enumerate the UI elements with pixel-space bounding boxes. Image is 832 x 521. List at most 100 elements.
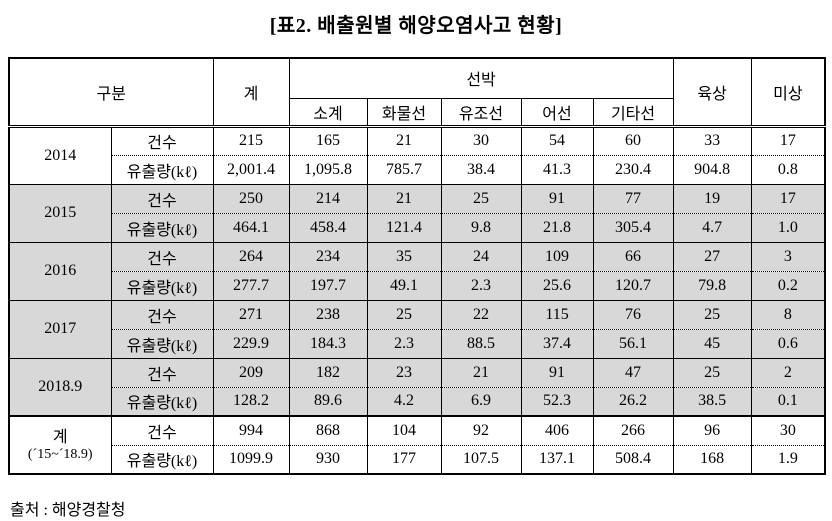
cases-value: 47 <box>592 357 674 388</box>
cases-value: 17 <box>750 125 826 156</box>
year-cell: 계 (´15~´18.9) <box>8 415 112 475</box>
cases-value: 8 <box>750 299 826 330</box>
cases-value: 868 <box>288 415 368 446</box>
spill-value: 0.6 <box>750 328 826 359</box>
spill-value: 9.8 <box>440 212 522 243</box>
cases-value: 91 <box>520 183 594 214</box>
spill-value: 2,001.4 <box>212 154 290 185</box>
spill-value: 168 <box>672 444 752 475</box>
metric-label-cases: 건수 <box>110 357 214 388</box>
cases-value: 115 <box>520 299 594 330</box>
year-spill-row: 유출량(kℓ) 128.2 89.6 4.2 6.9 52.3 26.2 38.5 0.1 <box>9 386 826 417</box>
year-cases-row: 2017 건수 271 238 25 22 115 76 25 8 <box>8 299 826 359</box>
spill-value: 1,095.8 <box>288 154 368 185</box>
spill-value: 56.1 <box>592 328 674 359</box>
spill-value: 45 <box>672 328 752 359</box>
year-range-label: (´15~´18.9) <box>27 446 93 462</box>
cases-value: 19 <box>672 183 752 214</box>
spill-value: 184.3 <box>288 328 368 359</box>
spill-value: 6.9 <box>440 386 522 417</box>
spill-value: 49.1 <box>366 270 442 301</box>
spill-value: 1099.9 <box>212 444 290 475</box>
cases-value: 30 <box>750 415 826 446</box>
year-label: 2016 <box>44 262 77 279</box>
cases-value: 182 <box>288 357 368 388</box>
cases-value: 3 <box>750 241 826 272</box>
year-cases-row: 2015 건수 250 214 21 25 91 77 19 17 <box>8 183 826 243</box>
cases-value: 25 <box>440 183 522 214</box>
cases-value: 25 <box>672 357 752 388</box>
year-cell: 2018.9 <box>8 357 112 417</box>
spill-value: 1.9 <box>750 444 826 475</box>
spill-value: 4.2 <box>366 386 442 417</box>
header-ship-subtype: 어선 <box>520 97 594 128</box>
spill-value: 508.4 <box>592 444 674 475</box>
cases-value: 238 <box>288 299 368 330</box>
spill-value: 1.0 <box>750 212 826 243</box>
spill-value: 230.4 <box>592 154 674 185</box>
spill-value: 0.1 <box>750 386 826 417</box>
metric-label-cases: 건수 <box>110 241 214 272</box>
cases-value: 96 <box>672 415 752 446</box>
cases-value: 54 <box>520 125 594 156</box>
year-cell: 2015 <box>8 183 112 243</box>
year-label: 2014 <box>44 146 77 164</box>
year-label: 2015 <box>44 204 77 221</box>
spill-value: 4.7 <box>672 212 752 243</box>
cases-value: 2 <box>750 357 826 388</box>
year-label: 2018.9 <box>38 377 83 395</box>
cases-value: 27 <box>672 241 752 272</box>
header-ship: 선박 <box>288 57 674 99</box>
year-spill-row: 유출량(kℓ) 229.9 184.3 2.3 88.5 37.4 56.1 45 0.6 <box>9 328 826 359</box>
cases-value: 22 <box>440 299 522 330</box>
spill-value: 107.5 <box>440 444 522 475</box>
spill-value: 785.7 <box>366 154 442 185</box>
spill-value: 37.4 <box>520 328 594 359</box>
year-spill-row: 유출량(kℓ) 464.1 458.4 121.4 9.8 21.8 305.4 4.7 1.0 <box>9 212 826 243</box>
cases-value: 35 <box>366 241 442 272</box>
cases-value: 92 <box>440 415 522 446</box>
cases-value: 66 <box>592 241 674 272</box>
header-ship-subtype: 소계 <box>288 97 368 128</box>
header-gubun: 구분 <box>8 57 214 128</box>
metric-label-spill: 유출량(kℓ) <box>110 154 214 185</box>
spill-value: 464.1 <box>212 212 290 243</box>
spill-value: 2.3 <box>440 270 522 301</box>
cases-value: 109 <box>520 241 594 272</box>
cases-value: 209 <box>212 357 290 388</box>
cases-value: 25 <box>672 299 752 330</box>
cases-value: 60 <box>592 125 674 156</box>
metric-label-spill: 유출량(kℓ) <box>110 270 214 301</box>
pollution-statistics-table: 구분 계 선박 육상 미상 소계 화물선 유조선 어선 기타선 2014 건수 215 165… <box>8 57 827 475</box>
spill-value: 305.4 <box>592 212 674 243</box>
cases-value: 77 <box>592 183 674 214</box>
header-row-1: 구분 계 선박 육상 미상 <box>8 57 826 128</box>
cases-value: 994 <box>212 415 290 446</box>
cases-value: 214 <box>288 183 368 214</box>
metric-label-cases: 건수 <box>110 299 214 330</box>
spill-value: 229.9 <box>212 328 290 359</box>
header-land: 육상 <box>672 57 752 128</box>
cases-value: 24 <box>440 241 522 272</box>
cases-value: 21 <box>440 357 522 388</box>
spill-value: 0.8 <box>750 154 826 185</box>
year-cases-row: 2014 건수 215 165 21 30 54 60 33 17 <box>8 125 826 185</box>
table-body: 2014 건수 215 165 21 30 54 60 33 17 유출량(kℓ) 2,001.4 1,… <box>8 125 826 475</box>
spill-value: 38.5 <box>672 386 752 417</box>
year-cell: 2014 <box>8 125 112 185</box>
table-header: 구분 계 선박 육상 미상 소계 화물선 유조선 어선 기타선 <box>8 57 826 128</box>
cases-value: 264 <box>212 241 290 272</box>
cases-value: 23 <box>366 357 442 388</box>
year-spill-row: 유출량(kℓ) 277.7 197.7 49.1 2.3 25.6 120.7 79.8 0.2 <box>9 270 826 301</box>
header-unknown: 미상 <box>750 57 826 128</box>
year-cell: 2017 <box>8 299 112 359</box>
spill-value: 26.2 <box>592 386 674 417</box>
cases-value: 165 <box>288 125 368 156</box>
cases-value: 25 <box>366 299 442 330</box>
spill-value: 137.1 <box>520 444 594 475</box>
cases-value: 266 <box>592 415 674 446</box>
table-title: [표2. 배출원별 해양오염사고 현황] <box>269 15 563 37</box>
spill-value: 79.8 <box>672 270 752 301</box>
year-label: 계 <box>52 428 68 446</box>
spill-value: 277.7 <box>212 270 290 301</box>
